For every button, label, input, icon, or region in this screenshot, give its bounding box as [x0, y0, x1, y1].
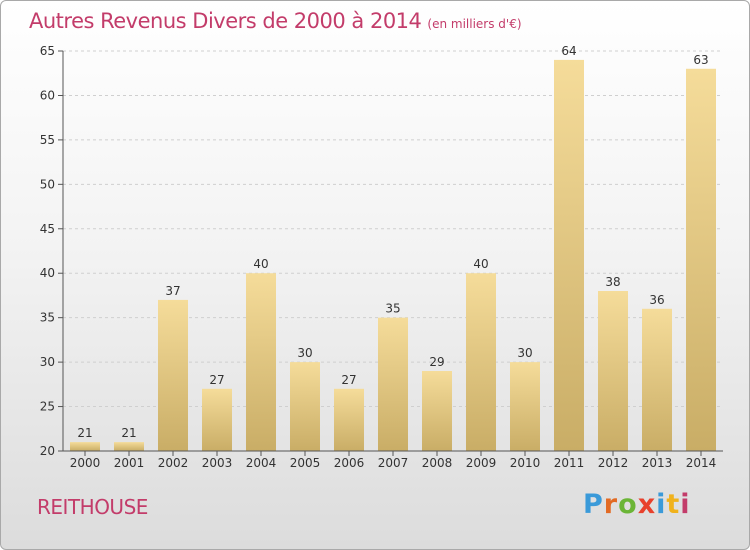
x-tick-label: 2004 — [246, 456, 277, 470]
y-tick-label: 20 — [40, 444, 55, 458]
x-tick-label: 2013 — [642, 456, 673, 470]
bar — [202, 388, 232, 451]
bar-value-label: 38 — [605, 275, 620, 289]
chart-title-text: Autres Revenus Divers de 2000 à 2014 — [29, 9, 422, 33]
chart-title: Autres Revenus Divers de 2000 à 2014 (en … — [29, 9, 522, 33]
x-tick-label: 2001 — [114, 456, 145, 470]
bar — [598, 291, 628, 451]
x-tick-label: 2012 — [598, 456, 629, 470]
bar-value-label: 40 — [473, 257, 488, 271]
bar — [554, 59, 584, 452]
y-tick-label: 50 — [40, 177, 55, 191]
x-tick-label: 2009 — [466, 456, 497, 470]
bar — [466, 273, 496, 451]
bar-value-label: 36 — [649, 293, 664, 307]
x-tick-label: 2008 — [422, 456, 453, 470]
y-tick-label: 45 — [40, 222, 55, 236]
y-tick-label: 35 — [40, 311, 55, 325]
bar — [334, 388, 364, 451]
x-tick-label: 2003 — [202, 456, 233, 470]
bar-value-label: 35 — [385, 302, 400, 316]
y-tick-label: 60 — [40, 88, 55, 102]
bar-value-label: 21 — [77, 426, 92, 440]
bar-value-label: 63 — [693, 53, 708, 67]
bar — [686, 68, 716, 452]
place-name: REITHOUSE — [37, 495, 148, 519]
bar — [290, 362, 320, 451]
bar-value-label: 21 — [121, 426, 136, 440]
x-tick-label: 2000 — [70, 456, 101, 470]
bar — [510, 362, 540, 451]
bar-value-label: 30 — [297, 346, 312, 360]
bar — [642, 308, 672, 451]
x-tick-label: 2006 — [334, 456, 365, 470]
x-tick-label: 2014 — [686, 456, 717, 470]
bar-value-label: 27 — [209, 373, 224, 387]
y-tick-label: 65 — [40, 44, 55, 58]
x-tick-label: 2010 — [510, 456, 541, 470]
x-tick-label: 2007 — [378, 456, 409, 470]
bar-value-label: 40 — [253, 257, 268, 271]
bar-value-label: 64 — [561, 44, 576, 58]
y-tick-label: 25 — [40, 400, 55, 414]
bar-value-label: 30 — [517, 346, 532, 360]
chart-unit: (en milliers d'€) — [427, 17, 522, 31]
bar — [422, 371, 452, 451]
bar-value-label: 27 — [341, 373, 356, 387]
y-tick-label: 40 — [40, 266, 55, 280]
x-tick-label: 2002 — [158, 456, 189, 470]
bar — [246, 273, 276, 451]
y-tick-label: 55 — [40, 133, 55, 147]
bar-value-label: 37 — [165, 284, 180, 298]
y-tick-label: 30 — [40, 355, 55, 369]
bar — [70, 442, 100, 451]
proxiti-logo: Proxiti — [583, 489, 691, 520]
bar — [114, 442, 144, 451]
bar — [158, 299, 188, 451]
bar — [378, 317, 408, 451]
bar-value-label: 29 — [429, 355, 444, 369]
x-tick-label: 2005 — [290, 456, 321, 470]
x-tick-label: 2011 — [554, 456, 585, 470]
